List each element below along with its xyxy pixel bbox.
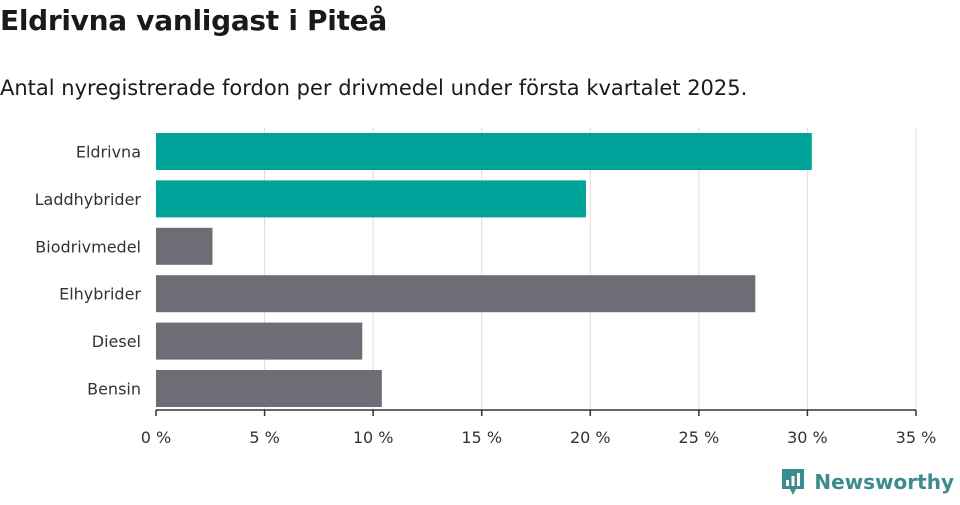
category-label-diesel: Diesel bbox=[92, 332, 141, 351]
x-tick-label-35: 35 % bbox=[896, 428, 937, 447]
category-label-biodrivmedel: Biodrivmedel bbox=[35, 237, 141, 256]
category-label-laddhybrider: Laddhybrider bbox=[35, 190, 142, 209]
grid-lines bbox=[264, 128, 917, 410]
bars bbox=[156, 133, 812, 407]
brand-logo: Newsworthy bbox=[780, 467, 954, 497]
brand-name: Newsworthy bbox=[814, 470, 954, 494]
category-labels: Eldrivna Laddhybrider Biodrivmedel Elhybrid… bbox=[35, 143, 142, 399]
category-label-elhybrider: Elhybrider bbox=[59, 285, 141, 304]
x-tick-label-25: 25 % bbox=[679, 428, 720, 447]
x-tick-label-10: 10 % bbox=[353, 428, 394, 447]
x-axis: 0 % 5 % 10 % 15 % 20 % 25 % 30 % 35 % bbox=[141, 409, 937, 447]
x-tick-label-15: 15 % bbox=[461, 428, 502, 447]
chart-title: Eldrivna vanligast i Piteå bbox=[0, 4, 387, 37]
x-tick-label-0: 0 % bbox=[141, 428, 171, 447]
category-label-bensin: Bensin bbox=[87, 380, 141, 399]
bar-elhybrider bbox=[156, 275, 756, 313]
bar-biodrivmedel bbox=[156, 227, 213, 265]
bar-bensin bbox=[156, 370, 382, 407]
category-label-eldrivna: Eldrivna bbox=[76, 143, 141, 162]
bar-laddhybrider bbox=[156, 180, 586, 218]
newsworthy-logo-icon bbox=[782, 469, 805, 495]
x-tick-label-5: 5 % bbox=[249, 428, 279, 447]
bar-chart: Eldrivna Laddhybrider Biodrivmedel Elhybrid… bbox=[35, 128, 937, 447]
x-tick-label-20: 20 % bbox=[570, 428, 611, 447]
bar-diesel bbox=[156, 322, 363, 360]
bar-eldrivna bbox=[156, 133, 812, 170]
chart-subtitle: Antal nyregistrerade fordon per drivmede… bbox=[0, 76, 748, 100]
x-tick-label-30: 30 % bbox=[787, 428, 828, 447]
